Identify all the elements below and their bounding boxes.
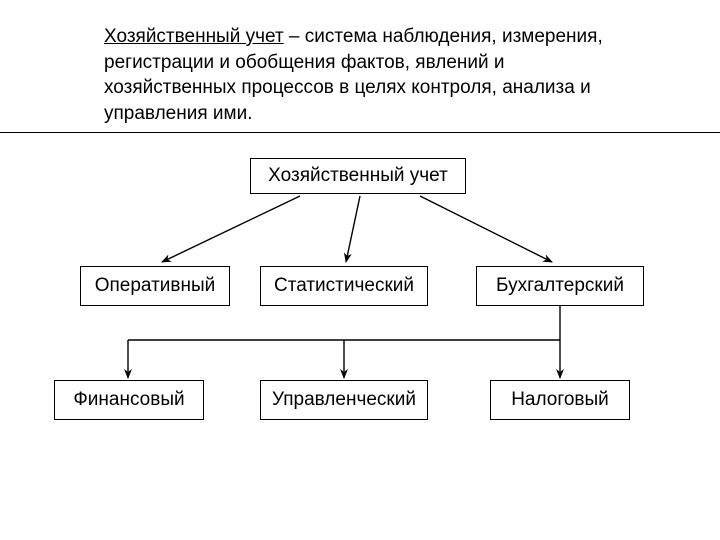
node-operational: Оперативный xyxy=(80,266,230,306)
node-managerial: Управленческий xyxy=(260,380,428,420)
node-tax: Налоговый xyxy=(490,380,630,420)
node-statistical-label: Статистический xyxy=(274,275,414,297)
definition-term: Хозяйственный учет xyxy=(104,26,284,47)
node-accounting: Бухгалтерский xyxy=(476,266,644,306)
node-operational-label: Оперативный xyxy=(95,275,216,297)
node-accounting-label: Бухгалтерский xyxy=(496,275,624,297)
node-financial-label: Финансовый xyxy=(73,389,184,411)
diagram-canvas: Хозяйственный учет – система наблюдения,… xyxy=(0,0,720,540)
node-financial: Финансовый xyxy=(54,380,204,420)
node-managerial-label: Управленческий xyxy=(272,389,416,411)
node-statistical: Статистический xyxy=(260,266,428,306)
node-tax-label: Налоговый xyxy=(511,389,609,411)
node-root-label: Хозяйственный учет xyxy=(268,165,448,187)
definition-paragraph: Хозяйственный учет – система наблюдения,… xyxy=(104,24,604,127)
horizontal-rule xyxy=(0,132,720,133)
node-root: Хозяйственный учет xyxy=(250,158,466,194)
